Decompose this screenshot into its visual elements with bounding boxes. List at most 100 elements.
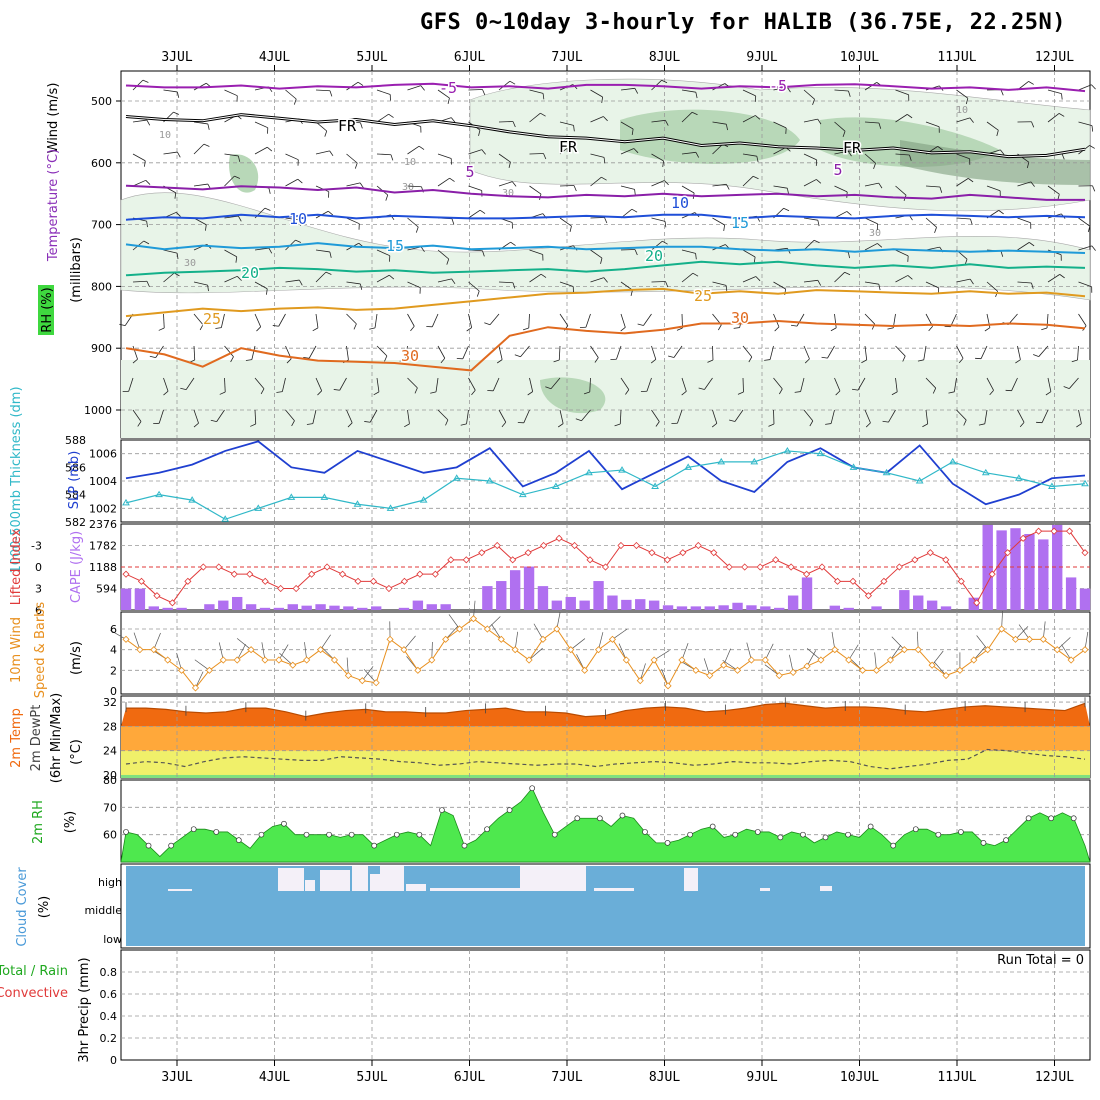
wind-barb: [559, 144, 572, 155]
top-date-label: 6JUL: [454, 50, 485, 65]
wind-barb-flag: [928, 326, 933, 332]
precip-total-label: Total / Rain: [0, 964, 68, 979]
wind-barb-flag: [852, 388, 859, 391]
contour-label: 10: [289, 210, 307, 228]
wind10-marker: [594, 646, 603, 654]
wind-barb: [312, 409, 317, 424]
wind10-barb: [1015, 626, 1029, 640]
wind-barb-flag: [748, 356, 753, 363]
wind10-barb: [491, 624, 502, 640]
wind-barb: [773, 121, 787, 129]
wind-barb: [315, 313, 319, 328]
cape-bar: [621, 599, 632, 610]
wind10-barb: [639, 663, 646, 681]
wind-barb: [773, 281, 786, 290]
wind-barb-flag: [512, 121, 516, 128]
wind-barb: [827, 345, 835, 359]
rh-region: [229, 154, 259, 193]
cape-bar: [523, 566, 535, 610]
wind-barb: [681, 377, 687, 392]
wind-barb-flag: [1031, 282, 1034, 289]
cape-bar: [176, 607, 187, 610]
cape-bar: [913, 595, 924, 610]
temp-tick-label: 20: [103, 769, 117, 782]
wind-barb: [651, 119, 666, 123]
wind-barb: [224, 377, 226, 393]
wind-barb-flag: [878, 122, 882, 129]
wind-barb: [468, 185, 482, 191]
contour-5: [125, 184, 1085, 201]
wind-barb-flag: [373, 391, 380, 396]
temp2m-panel: 20 24 28 32: [103, 695, 1091, 782]
wind10-barb: [236, 638, 252, 650]
wind-barb-flag: [630, 289, 633, 296]
wind-barb: [224, 345, 234, 357]
wind10-marker: [358, 677, 366, 685]
cloud-units-label: (%): [37, 896, 52, 919]
wind-barb-flag: [1063, 386, 1070, 389]
cloud-gap: [305, 880, 315, 891]
contour-label: 25: [694, 287, 712, 305]
wind-barb: [834, 121, 846, 132]
wind-barb-flag: [934, 227, 937, 233]
lifted-index-marker: [1081, 549, 1089, 557]
contour-30: [125, 319, 1086, 372]
rh2m-marker: [709, 823, 716, 830]
wind-barb: [712, 281, 727, 286]
wind-barb-flag: [353, 323, 357, 330]
wind-barb-flag: [460, 423, 467, 426]
wind-barb-flag: [286, 358, 292, 364]
lifted-index-marker: [416, 570, 424, 578]
wind-barb: [895, 185, 907, 196]
rh2m-units-label: (%): [63, 811, 78, 834]
wind-barb-flag: [753, 256, 756, 263]
wind-barb: [800, 377, 805, 392]
lifted-index-marker: [199, 563, 207, 571]
wind-barb-flag: [388, 113, 394, 118]
wind10-barb: [533, 623, 544, 640]
wind10-marker: [872, 666, 881, 674]
wind-barb-flag: [1045, 391, 1052, 396]
lifted-index-marker: [756, 563, 764, 571]
wind-barb: [224, 249, 237, 258]
wind-barb: [925, 377, 937, 389]
wind-barb-flag: [725, 285, 728, 292]
wind-barb: [1017, 345, 1021, 360]
wind-barb: [803, 279, 818, 283]
wind-barb: [498, 409, 507, 423]
wind10-marker: [1025, 635, 1033, 643]
wind-barb: [315, 89, 331, 92]
lifted-index-marker: [292, 584, 300, 593]
wind-barb: [529, 249, 543, 255]
wind-barb: [339, 377, 347, 391]
wind-barb-flag: [297, 178, 303, 184]
temp2m-label: 2m Temp: [9, 708, 24, 768]
lifted-index-marker: [864, 592, 873, 600]
wind-barb: [834, 150, 849, 155]
wind-barb-flag: [676, 327, 683, 331]
rh2m-marker: [551, 831, 558, 838]
wind-barb-flag: [509, 80, 516, 85]
wind-barb: [315, 249, 330, 253]
wind10-barb: [618, 643, 627, 661]
wind-barb: [185, 377, 195, 390]
wind-barb-flag: [650, 359, 657, 364]
thickness-marker: [320, 493, 329, 500]
precip-tick-label: 0.8: [100, 966, 118, 979]
contour-label: 25: [203, 310, 221, 328]
wind-barb: [437, 249, 449, 260]
wind-barb-flag: [312, 327, 319, 332]
lifted-index-marker: [895, 563, 903, 571]
thickness-marker: [1014, 474, 1023, 481]
wind10-marker: [1067, 656, 1075, 664]
wind10-speed-line: [125, 618, 1086, 689]
wind-barb-flag: [756, 156, 759, 163]
wind-barb: [132, 409, 142, 422]
thickness-tick-label: 586: [65, 461, 86, 474]
lifted-index-marker: [1065, 527, 1074, 535]
wind-barb-flag: [755, 276, 761, 282]
rh2m-tick-label: 70: [103, 801, 117, 814]
wind10-marker: [330, 656, 339, 664]
wind-barb-flag: [695, 92, 698, 99]
